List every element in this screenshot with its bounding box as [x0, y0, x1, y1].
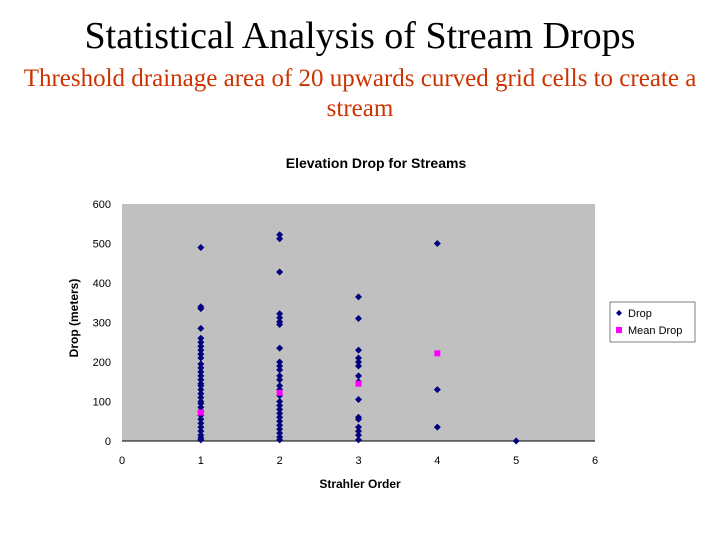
drop-point [433, 386, 441, 394]
drop-point [355, 396, 362, 404]
drop-point [276, 417, 284, 425]
drop-point [197, 342, 205, 350]
drop-point [276, 405, 284, 413]
drop-point [355, 315, 362, 323]
drop-point [276, 401, 284, 409]
x-tick-label: 4 [434, 455, 440, 467]
drop-point [276, 344, 284, 352]
drop-point [355, 346, 362, 354]
drop-point [197, 360, 205, 368]
drop-point [197, 419, 205, 427]
x-tick-label: 5 [513, 455, 519, 467]
drop-point [197, 346, 205, 354]
drop-point [197, 376, 205, 384]
drop-point [276, 235, 284, 243]
drop-point [355, 358, 362, 366]
x-axis-label: Strahler Order [319, 477, 401, 491]
x-tick-label: 0 [119, 455, 125, 467]
slide-subtitle: Threshold drainage area of 20 upwards cu… [23, 65, 697, 122]
y-axis-label: Drop (meters) [67, 279, 81, 358]
drop-point [197, 427, 205, 435]
drop-point [276, 421, 284, 429]
legend-mean-marker [616, 327, 622, 333]
drop-point [197, 394, 205, 402]
drop-point [197, 324, 205, 332]
drop-point [355, 427, 362, 435]
mean-drop-point [434, 350, 441, 357]
drop-point [197, 399, 205, 407]
drop-point [276, 310, 284, 318]
drop-point [276, 409, 284, 417]
drop-point [197, 436, 205, 444]
drop-point [355, 372, 362, 380]
drop-point [197, 350, 205, 358]
drop-point [355, 415, 362, 423]
drop-point [355, 293, 362, 301]
slide-title: Statistical Analysis of Stream Drops [84, 15, 636, 57]
drop-point [197, 415, 205, 423]
drop-point [276, 366, 284, 374]
drop-point [512, 437, 520, 445]
drop-point [197, 243, 205, 251]
x-tick-label: 3 [355, 455, 361, 467]
drop-point [197, 403, 205, 411]
drop-point [276, 362, 284, 370]
y-tick-label: 500 [93, 239, 111, 251]
drop-point [197, 368, 205, 376]
drop-point [197, 382, 205, 390]
drop-point [197, 423, 205, 431]
drop-point [276, 425, 284, 433]
legend-drop-marker [616, 310, 622, 316]
y-tick-label: 400 [93, 278, 111, 290]
legend-mean-label: Mean Drop [628, 325, 682, 337]
x-tick-label: 1 [198, 455, 204, 467]
mean-drop-point [355, 380, 362, 387]
drop-point [276, 413, 284, 421]
drop-point [197, 372, 205, 380]
y-tick-labels: 0 100 200 300 400 500 600 [93, 199, 111, 448]
y-tick-label: 600 [93, 199, 111, 211]
chart-title: Elevation Drop for Streams [286, 155, 467, 171]
drop-point [355, 362, 362, 370]
x-tick-label: 2 [277, 455, 283, 467]
drop-point [276, 358, 284, 366]
drop-point [197, 354, 205, 362]
drop-point [197, 390, 205, 398]
drop-point [276, 398, 284, 405]
drop-point [276, 268, 284, 276]
drop-point [276, 320, 284, 328]
drop-point [197, 364, 205, 372]
drop-point [197, 305, 205, 313]
mean-drop-point [276, 389, 283, 396]
drop-point [276, 436, 284, 444]
legend-drop-label: Drop [628, 308, 652, 320]
x-tick-label: 6 [592, 455, 598, 467]
drop-point [276, 372, 284, 380]
drop-point [355, 423, 362, 431]
x-tick-labels: 0 1 2 3 4 5 6 [119, 455, 598, 467]
drop-point [197, 334, 205, 342]
drop-point [355, 354, 362, 362]
drop-point [276, 314, 284, 322]
drop-point [276, 429, 284, 437]
drop-point [197, 338, 205, 346]
drop-point [276, 231, 284, 239]
drop-point [276, 376, 284, 384]
drop-point [433, 423, 441, 431]
y-tick-label: 200 [93, 357, 111, 369]
drop-point [197, 386, 205, 394]
legend-box [609, 301, 696, 343]
data-points [197, 231, 520, 445]
drop-point [355, 436, 362, 444]
drop-point [355, 431, 362, 439]
plot-area [122, 204, 595, 441]
y-tick-label: 300 [93, 318, 111, 330]
mean-drop-point [197, 409, 204, 416]
drop-point [433, 240, 441, 247]
drop-point [276, 382, 284, 390]
y-tick-label: 0 [105, 436, 111, 448]
y-tick-label: 100 [93, 397, 111, 409]
legend: Drop Mean Drop [609, 301, 696, 343]
